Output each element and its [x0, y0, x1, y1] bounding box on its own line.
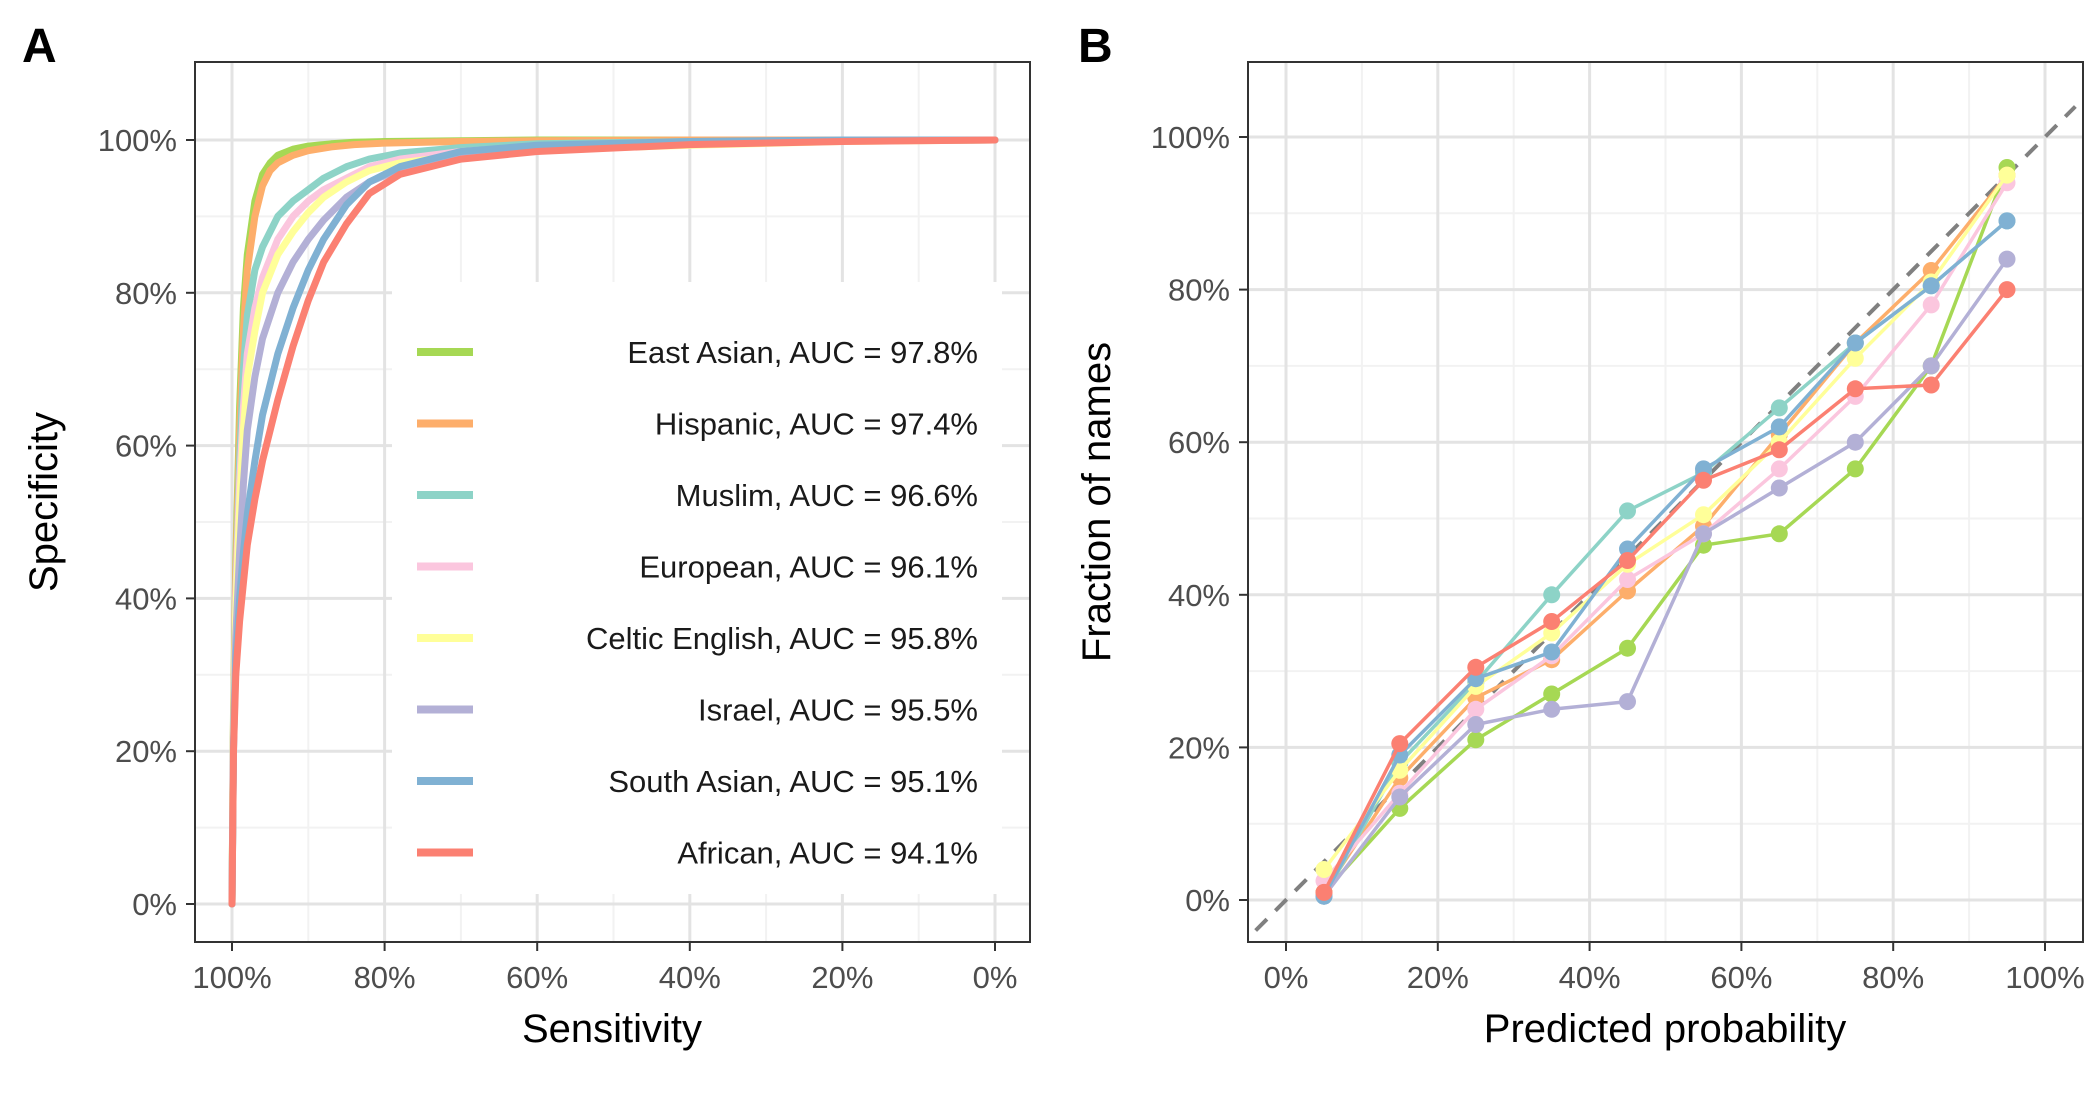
panel-b-point-series-1 — [1619, 639, 1636, 657]
panel-a-x-tick-label: 80% — [354, 960, 416, 995]
panel-a: A East Asian, AUC = 97.8% Hispanic, AUC =… — [22, 20, 1031, 1051]
panel-b-point-series-1 — [1543, 685, 1561, 703]
panel-a-y-tick-label: 40% — [115, 581, 177, 616]
panel-b-point-series-7 — [1846, 334, 1864, 352]
panel-a-y-tick-label: 60% — [115, 429, 177, 464]
panel-b-point-series-4 — [1467, 700, 1485, 718]
panel-b-point-series-8 — [1695, 471, 1712, 489]
panel-b-point-series-3 — [1770, 399, 1788, 417]
panel-a-x-axis-title: Sensitivity — [522, 1007, 702, 1051]
panel-b-calibration-line-series-6 — [1322, 258, 2009, 898]
panel-b-x-tick-label: 40% — [1559, 960, 1621, 995]
panel-b-calibration-line-series-8 — [1322, 288, 2009, 894]
panel-b-calibration-line-series-1 — [1322, 166, 2009, 894]
panel-b-point-series-6 — [1998, 250, 2016, 268]
panel-b-x-tick-label: 20% — [1407, 960, 1469, 995]
panel-b-point-series-8 — [1619, 552, 1636, 569]
panel-b-point-series-4 — [1619, 571, 1636, 588]
panel-b-y-tick-label: 40% — [1168, 578, 1230, 613]
panel-b-point-series-7 — [1770, 418, 1788, 436]
panel-a-x-tick-label: 0% — [973, 960, 1018, 995]
panel-b-calibration-line-series-5 — [1322, 174, 2009, 871]
panel-b-point-series-7 — [1543, 643, 1561, 661]
panel-b-point-series-8 — [1467, 658, 1485, 676]
panel-a-roc-line-series-8 — [228, 136, 999, 908]
panel-b-point-series-1 — [1467, 731, 1485, 749]
panel-b-x-axis-title: Predicted probability — [1484, 1007, 1846, 1051]
panel-b-point-series-5 — [1998, 166, 2016, 184]
panel-a-legend-label-8: African, AUC = 94.1% — [677, 836, 978, 871]
panel-a-legend-label-6: Israel, AUC = 95.5% — [698, 693, 978, 728]
panel-b-x-tick-label: 60% — [1710, 960, 1772, 995]
panel-b-x-tick-label: 100% — [2005, 960, 2084, 995]
panel-b-point-series-8 — [1391, 735, 1409, 753]
panel-a-legend-box — [392, 282, 1002, 894]
panel-b-point-series-6 — [1770, 479, 1788, 497]
panel-b-point-series-6 — [1922, 357, 1940, 375]
panel-b-point-series-6 — [1467, 716, 1485, 733]
panel-b-point-series-4 — [1770, 460, 1788, 478]
panel-b-point-series-6 — [1391, 788, 1409, 806]
panel-b-ticks: 0% 20% 40% 60% 80% 100% 0% 20% 40% 60% 80% 100% — [1151, 120, 2085, 995]
panel-b-point-series-5 — [1846, 349, 1864, 367]
panel-b-x-tick-label: 80% — [1862, 960, 1924, 995]
panel-a-y-tick-label: 100% — [98, 123, 177, 158]
panel-a-y-tick-label: 20% — [115, 734, 177, 769]
panel-b-point-series-6 — [1695, 525, 1712, 543]
panel-b-point-series-4 — [1922, 296, 1940, 314]
panel-b-point-series-5 — [1695, 506, 1712, 524]
panel-a-legend: East Asian, AUC = 97.8% Hispanic, AUC = 9… — [392, 282, 1002, 894]
panel-b-y-tick-label: 20% — [1168, 730, 1230, 765]
panel-b-point-series-3 — [1619, 502, 1636, 520]
panel-b-point-series-3 — [1543, 586, 1561, 604]
panel-b-point-series-8 — [1998, 281, 2016, 299]
panel-a-x-tick-label: 40% — [659, 960, 721, 995]
panel-b-point-series-8 — [1770, 441, 1788, 459]
panel-b-y-tick-label: 100% — [1151, 120, 1230, 155]
panel-a-x-tick-label: 20% — [811, 960, 873, 995]
panel-b-y-tick-label: 0% — [1185, 883, 1230, 918]
panel-b-y-axis-title: Fraction of names — [1075, 342, 1119, 662]
panel-a-y-tick-label: 0% — [132, 887, 177, 922]
panel-a-x-tick-label: 100% — [192, 960, 271, 995]
panel-b-letter: B — [1078, 20, 1113, 73]
panel-a-letter: A — [22, 20, 57, 73]
panel-a-x-tick-label: 60% — [506, 960, 568, 995]
panel-b: B 0% 20% 40% 60% 80% 100% 0% 20% 40% 60% 80% 100% P… — [1075, 20, 2085, 1051]
panel-b-calibration-line-series-4 — [1322, 181, 2009, 883]
panel-a-ticks: 100% 80% 60% 40% 20% 0% 0% 20% 40% 60% 80% 100% — [98, 123, 1018, 995]
panel-a-legend-label-3: Muslim, AUC = 96.6% — [676, 478, 978, 513]
panel-b-point-series-8 — [1922, 376, 1940, 394]
panel-b-y-tick-label: 80% — [1168, 273, 1230, 308]
panel-b-series — [1254, 105, 2077, 932]
panel-b-y-tick-label: 60% — [1168, 425, 1230, 460]
panel-b-point-series-1 — [1846, 460, 1864, 478]
panel-b-calibration-line-series-7 — [1322, 219, 2009, 898]
panel-b-point-series-8 — [1846, 380, 1864, 398]
panel-b-point-series-8 — [1543, 613, 1561, 630]
panel-b-point-series-7 — [1998, 212, 2016, 230]
panel-a-y-axis-title: Specificity — [22, 412, 66, 592]
panel-b-point-series-8 — [1315, 883, 1333, 901]
panel-a-series — [228, 136, 999, 908]
panel-b-point-series-6 — [1619, 693, 1636, 711]
panel-b-point-series-6 — [1846, 433, 1864, 451]
panel-b-point-series-6 — [1543, 700, 1561, 718]
panel-a-legend-label-2: Hispanic, AUC = 97.4% — [655, 407, 978, 442]
panel-b-x-tick-label: 0% — [1264, 960, 1309, 995]
panel-a-legend-label-4: European, AUC = 96.1% — [639, 550, 978, 585]
panel-a-legend-label-5: Celtic English, AUC = 95.8% — [586, 621, 978, 656]
panel-b-point-series-5 — [1315, 861, 1333, 878]
panel-a-legend-label-1: East Asian, AUC = 97.8% — [627, 335, 978, 370]
panel-b-point-series-7 — [1922, 277, 1940, 295]
panel-a-legend-label-7: South Asian, AUC = 95.1% — [608, 764, 978, 799]
panel-b-point-series-1 — [1770, 525, 1788, 543]
panel-a-y-tick-label: 80% — [115, 276, 177, 311]
